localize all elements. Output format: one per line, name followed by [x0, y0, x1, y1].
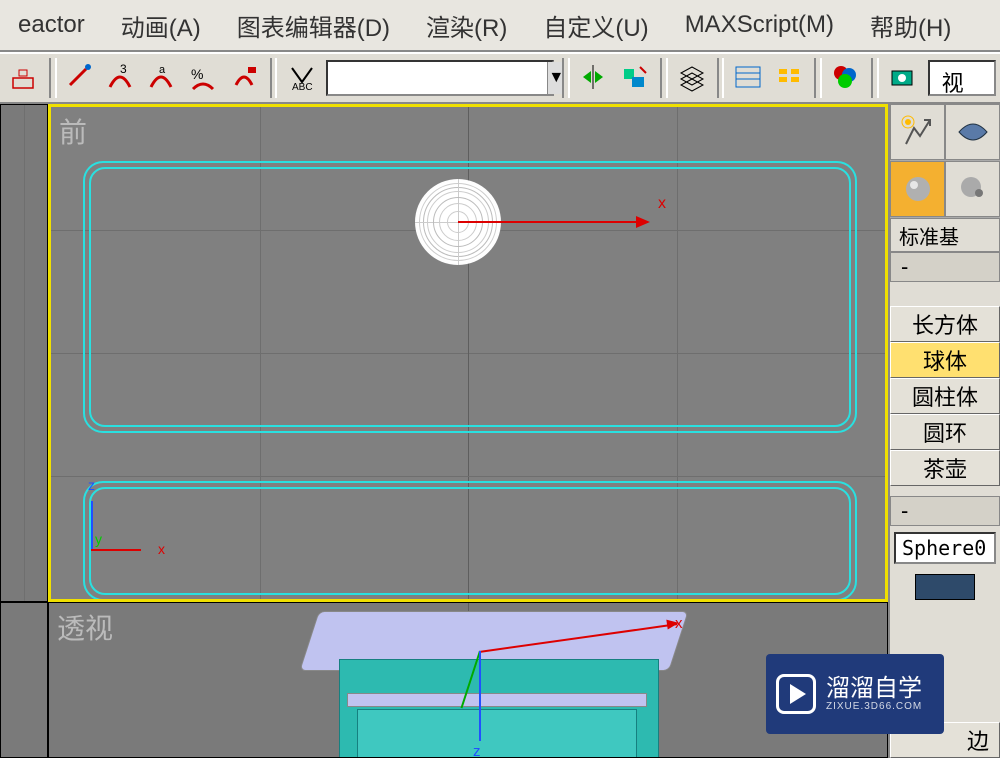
axes-indicator: z x y — [91, 491, 151, 551]
tab-create[interactable] — [890, 104, 945, 160]
play-icon — [776, 674, 816, 714]
viewport-area: 前 x — [0, 104, 888, 758]
viewport-persp-label: 透视 — [57, 607, 113, 647]
object-box-bottom — [83, 481, 857, 601]
spinner-snap-icon[interactable]: % — [186, 58, 223, 98]
category-dropdown[interactable]: 标准基 — [890, 218, 1000, 252]
main-toolbar: 3 a % ABC ▼ 视图 — [0, 52, 1000, 104]
svg-text:a: a — [159, 64, 166, 76]
named-selection-input[interactable] — [328, 62, 547, 94]
align-icon[interactable] — [617, 58, 654, 98]
named-selection-dropdown[interactable]: ▼ — [326, 60, 554, 96]
viewport-front[interactable]: 前 x — [48, 104, 888, 602]
persp-axis-z-label: z — [473, 743, 481, 758]
svg-text:ABC: ABC — [292, 82, 313, 92]
axis-x-label: x — [658, 195, 666, 213]
menu-help[interactable]: 帮助(H) — [870, 8, 951, 43]
menu-maxscript[interactable]: MAXScript(M) — [685, 11, 834, 39]
menu-customize[interactable]: 自定义(U) — [543, 8, 648, 43]
menu-render[interactable]: 渲染(R) — [426, 8, 507, 43]
material-editor-icon[interactable] — [828, 58, 865, 98]
tab-shapes[interactable] — [945, 161, 1000, 217]
curve-editor-icon[interactable] — [730, 58, 767, 98]
gizmo-x-axis[interactable]: x — [458, 221, 648, 223]
schematic-view-icon[interactable] — [771, 58, 808, 98]
axis-y-label: y — [95, 531, 102, 547]
object-color-swatch[interactable] — [915, 574, 975, 600]
axis-x-label-2: x — [158, 541, 165, 557]
viewport-left-strip[interactable] — [0, 602, 48, 758]
snap-keyboard-icon[interactable] — [6, 58, 43, 98]
layers-icon[interactable] — [674, 58, 711, 98]
mirror-icon[interactable] — [576, 58, 613, 98]
persp-axis-x-label: x — [675, 615, 683, 632]
viewport-perspective[interactable]: 透视 x z — [48, 602, 888, 758]
menu-animation[interactable]: 动画(A) — [121, 8, 201, 43]
viewport-front-label: 前 — [59, 111, 87, 151]
watermark-brand: 溜溜自学 — [826, 677, 922, 701]
svg-text:3: 3 — [120, 63, 127, 76]
axis-z-label: z — [88, 477, 95, 493]
view-type-dropdown[interactable]: 视图 — [928, 60, 997, 96]
snap-toggle-icon[interactable] — [63, 58, 100, 98]
tab-modify[interactable] — [945, 104, 1000, 160]
menu-reactor[interactable]: eactor — [18, 11, 85, 39]
viewport-top-strip[interactable] — [0, 104, 48, 602]
btn-cylinder[interactable]: 圆柱体 — [890, 378, 1000, 414]
rollout-name-color[interactable]: - — [890, 496, 1000, 526]
percent-snap-icon[interactable]: a — [145, 58, 182, 98]
btn-teapot[interactable]: 茶壶 — [890, 450, 1000, 486]
menu-bar: eactor 动画(A) 图表编辑器(D) 渲染(R) 自定义(U) MAXSc… — [0, 0, 1000, 52]
menu-graph[interactable]: 图表编辑器(D) — [237, 8, 390, 43]
watermark-overlay: 溜溜自学 ZIXUE.3D66.COM — [766, 654, 944, 734]
selection-filter-icon[interactable]: ABC — [283, 58, 320, 98]
watermark-url: ZIXUE.3D66.COM — [826, 701, 922, 712]
btn-box[interactable]: 长方体 — [890, 306, 1000, 342]
tab-geometry[interactable] — [890, 161, 945, 217]
btn-sphere[interactable]: 球体 — [890, 342, 1000, 378]
btn-torus[interactable]: 圆环 — [890, 414, 1000, 450]
rollout-object-type[interactable]: - — [890, 252, 1000, 282]
snap-edge-icon[interactable] — [227, 58, 264, 98]
object-cabinet — [289, 611, 709, 751]
svg-text:%: % — [191, 66, 203, 82]
angle-snap-icon[interactable]: 3 — [104, 58, 141, 98]
object-name-field[interactable]: Sphere0 — [894, 532, 996, 564]
render-setup-icon[interactable] — [885, 58, 922, 98]
